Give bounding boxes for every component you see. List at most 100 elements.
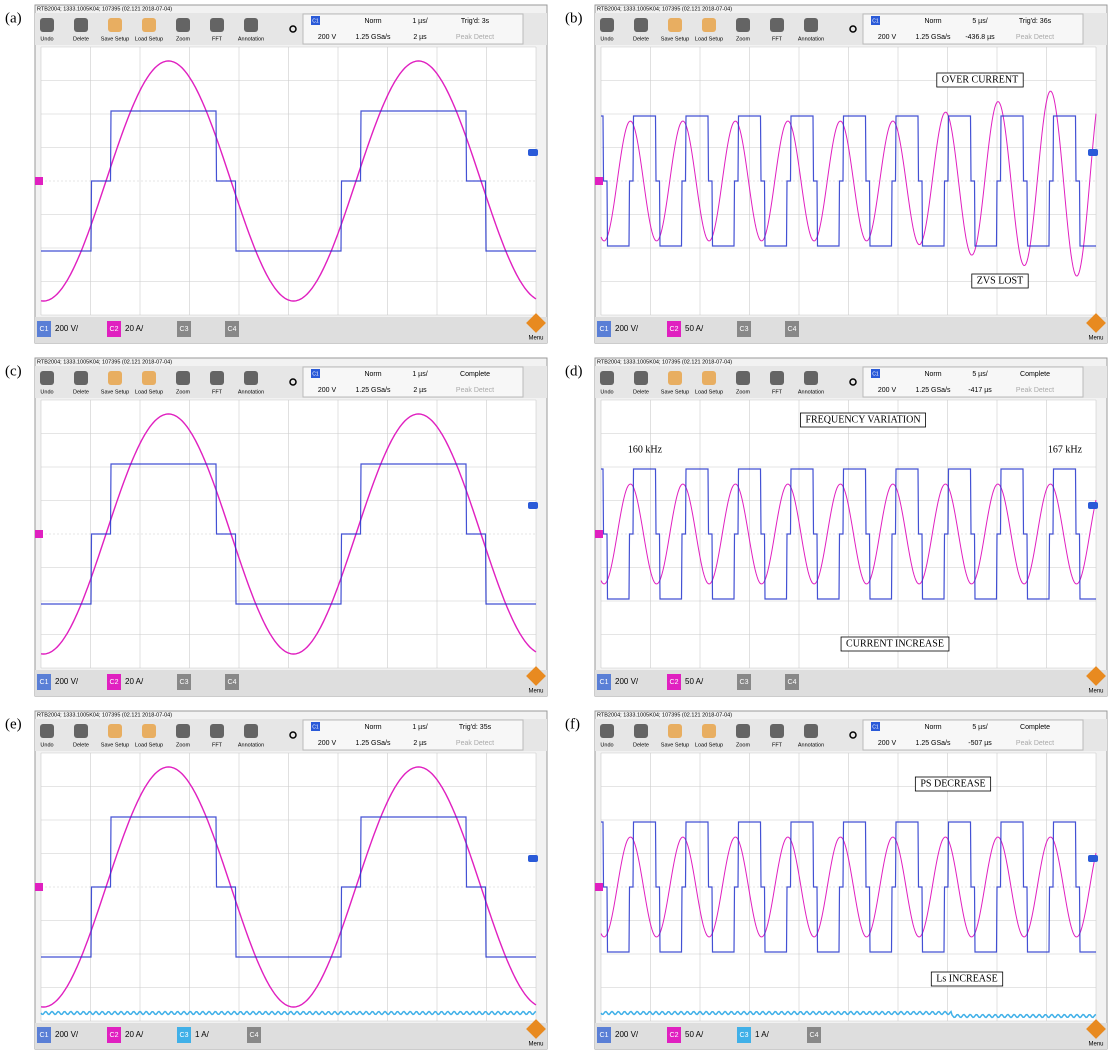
toolbar-button[interactable]: Save Setup	[101, 389, 129, 395]
toolbar-button[interactable]: FFT	[772, 742, 783, 748]
menu-button[interactable]: Menu	[528, 1042, 543, 1048]
menu-button[interactable]: Menu	[1088, 689, 1103, 695]
toolbar-button[interactable]: Zoom	[736, 36, 750, 42]
channel-name[interactable]: C3	[740, 326, 749, 333]
toolbar-button[interactable]: Undo	[40, 36, 53, 42]
toolbar-button[interactable]: Zoom	[176, 742, 190, 748]
channel-name[interactable]: C2	[110, 1032, 119, 1039]
toolbar-button[interactable]: Zoom	[736, 389, 750, 395]
toolbar-button[interactable]: Zoom	[176, 36, 190, 42]
ground-marker	[595, 883, 603, 891]
channel-name[interactable]: C2	[670, 326, 679, 333]
toolbar-button[interactable]: Save Setup	[661, 36, 689, 42]
toolbar-button[interactable]: Delete	[73, 389, 89, 395]
channel-name[interactable]: C2	[670, 1032, 679, 1039]
toolbar-button[interactable]: Save Setup	[101, 742, 129, 748]
toolbar-button[interactable]: Load Setup	[695, 36, 723, 42]
toolbar-icon	[702, 18, 716, 32]
toolbar-button[interactable]: Load Setup	[135, 36, 163, 42]
channel-name[interactable]: C1	[600, 679, 609, 686]
channel-name[interactable]: C3	[740, 679, 749, 686]
channel-name[interactable]: C3	[180, 326, 189, 333]
toolbar-button[interactable]: FFT	[772, 36, 783, 42]
channel-name[interactable]: C1	[40, 1032, 49, 1039]
menu-button[interactable]: Menu	[528, 689, 543, 695]
setting-offset: -436.8 µs	[965, 34, 995, 41]
toolbar-button[interactable]: Delete	[633, 742, 649, 748]
channel-name[interactable]: C4	[250, 1032, 259, 1039]
toolbar-icon	[702, 724, 716, 738]
toolbar-icon	[40, 724, 54, 738]
channel-name[interactable]: C1	[40, 326, 49, 333]
toolbar-button[interactable]: Load Setup	[695, 389, 723, 395]
toolbar-button[interactable]: Save Setup	[101, 36, 129, 42]
toolbar-button[interactable]: FFT	[212, 36, 223, 42]
toolbar-button[interactable]: Save Setup	[661, 742, 689, 748]
toolbar-icon	[244, 724, 258, 738]
menu-button[interactable]: Menu	[1088, 1042, 1103, 1048]
channel-name[interactable]: C4	[788, 326, 797, 333]
toolbar-button[interactable]: Load Setup	[695, 742, 723, 748]
toolbar-button[interactable]: Undo	[600, 36, 613, 42]
channel-name[interactable]: C4	[788, 679, 797, 686]
setting-offset: 2 µs	[413, 34, 427, 41]
annotation: CURRENT INCREASE	[846, 638, 944, 649]
toolbar-button[interactable]: Load Setup	[135, 742, 163, 748]
channel-name[interactable]: C3	[180, 1032, 189, 1039]
toolbar-button[interactable]: FFT	[212, 389, 223, 395]
toolbar-button[interactable]: Delete	[73, 742, 89, 748]
channel-name[interactable]: C1	[40, 679, 49, 686]
toolbar-button[interactable]: Undo	[40, 742, 53, 748]
toolbar-icon	[142, 18, 156, 32]
toolbar-button[interactable]: FFT	[772, 389, 783, 395]
channel-name[interactable]: C2	[110, 326, 119, 333]
toolbar-icon	[142, 371, 156, 385]
channel-name[interactable]: C3	[180, 679, 189, 686]
toolbar-button[interactable]: Delete	[633, 389, 649, 395]
setting-acq: Peak Detect	[1016, 387, 1054, 394]
toolbar-icon	[600, 18, 614, 32]
toolbar-button[interactable]: Annotation	[798, 389, 824, 395]
channel-name[interactable]: C3	[740, 1032, 749, 1039]
toolbar-icon	[736, 724, 750, 738]
panel-label: (e)	[5, 716, 22, 732]
setting-rate: 1.25 GSa/s	[915, 387, 951, 394]
setting-status: Complete	[1020, 724, 1050, 731]
toolbar-icon	[74, 371, 88, 385]
channel-name[interactable]: C2	[110, 679, 119, 686]
toolbar-button[interactable]: Undo	[40, 389, 53, 395]
channel-name[interactable]: C1	[600, 1032, 609, 1039]
toolbar-button[interactable]: Save Setup	[661, 389, 689, 395]
toolbar-button[interactable]: Annotation	[798, 742, 824, 748]
channel-name[interactable]: C4	[810, 1032, 819, 1039]
channel-name[interactable]: C1	[600, 326, 609, 333]
toolbar-button[interactable]: Zoom	[736, 742, 750, 748]
toolbar-button[interactable]: Zoom	[176, 389, 190, 395]
toolbar-button[interactable]: Delete	[73, 36, 89, 42]
toolbar-button[interactable]: Load Setup	[135, 389, 163, 395]
menu-button[interactable]: Menu	[1088, 336, 1103, 342]
toolbar-button[interactable]: Annotation	[238, 742, 264, 748]
scope-panel: RTB2004; 1333.1005K04; 107395 (02.121 20…	[35, 358, 547, 696]
toolbar-button[interactable]: Annotation	[238, 36, 264, 42]
toolbar-button[interactable]: Delete	[633, 36, 649, 42]
ground-marker	[595, 177, 603, 185]
toolbar-button[interactable]: Undo	[600, 389, 613, 395]
toolbar-icon	[668, 18, 682, 32]
toolbar-button[interactable]: Annotation	[798, 36, 824, 42]
toolbar-icon	[668, 724, 682, 738]
channel-scale: 20 A/	[125, 324, 144, 333]
setting-rate: 1.25 GSa/s	[355, 387, 391, 394]
setting-status: Trig'd: 3s	[461, 18, 490, 25]
channel-name[interactable]: C2	[670, 679, 679, 686]
toolbar-button[interactable]: Undo	[600, 742, 613, 748]
setting-offset: -507 µs	[968, 740, 992, 747]
toolbar-button[interactable]: FFT	[212, 742, 223, 748]
channel-name[interactable]: C4	[228, 679, 237, 686]
ground-marker	[595, 530, 603, 538]
menu-button[interactable]: Menu	[528, 336, 543, 342]
toolbar-icon	[210, 724, 224, 738]
toolbar-button[interactable]: Annotation	[238, 389, 264, 395]
channel-scale: 1 A/	[755, 1030, 770, 1039]
channel-name[interactable]: C4	[228, 326, 237, 333]
